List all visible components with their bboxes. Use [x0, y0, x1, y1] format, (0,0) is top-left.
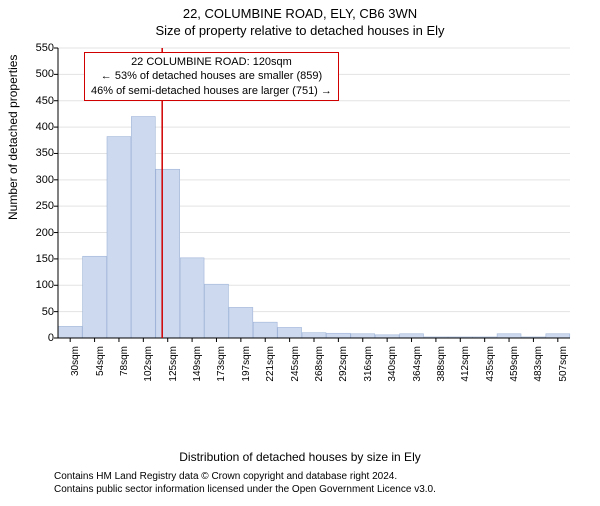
annotation-box: 22 COLUMBINE ROAD: 120sqm ← 53% of detac… [84, 52, 339, 101]
x-tick-label: 245sqm [290, 346, 301, 386]
x-tick-label: 221sqm [265, 346, 276, 386]
x-tick-label: 364sqm [412, 346, 423, 386]
page-address: 22, COLUMBINE ROAD, ELY, CB6 3WN [0, 6, 600, 21]
x-tick-label: 173sqm [216, 346, 227, 386]
x-tick-label: 30sqm [70, 346, 81, 386]
footer: Contains HM Land Registry data © Crown c… [54, 471, 436, 496]
x-tick-label: 292sqm [338, 346, 349, 386]
annotation-line-1: 22 COLUMBINE ROAD: 120sqm [91, 55, 332, 69]
y-tick-label: 300 [26, 174, 54, 186]
x-tick-label: 388sqm [436, 346, 447, 386]
x-tick-label: 54sqm [95, 346, 106, 386]
x-tick-label: 125sqm [168, 346, 179, 386]
x-tick-label: 78sqm [119, 346, 130, 386]
y-tick-label: 550 [26, 42, 54, 54]
x-axis-label: Distribution of detached houses by size … [0, 450, 600, 464]
annotation-line-2: ← 53% of detached houses are smaller (85… [91, 69, 332, 83]
footer-line-1: Contains HM Land Registry data © Crown c… [54, 471, 436, 484]
y-tick-label: 100 [26, 279, 54, 291]
y-tick-label: 500 [26, 68, 54, 80]
y-tick-label: 0 [26, 332, 54, 344]
y-tick-label: 450 [26, 95, 54, 107]
y-tick-label: 150 [26, 253, 54, 265]
x-tick-label: 412sqm [460, 346, 471, 386]
y-tick-label: 350 [26, 147, 54, 159]
x-tick-label: 197sqm [241, 346, 252, 386]
footer-line-2: Contains public sector information licen… [54, 484, 436, 497]
y-tick-label: 50 [26, 306, 54, 318]
x-tick-label: 102sqm [143, 346, 154, 386]
y-axis-label: Number of detached properties [6, 55, 20, 220]
page-subtitle: Size of property relative to detached ho… [0, 23, 600, 38]
x-tick-label: 340sqm [387, 346, 398, 386]
x-tick-label: 316sqm [363, 346, 374, 386]
annotation-line-3: 46% of semi-detached houses are larger (… [91, 84, 332, 98]
x-tick-label: 149sqm [192, 346, 203, 386]
chart-area: 050100150200250300350400450500550 30sqm5… [48, 42, 578, 430]
y-tick-label: 400 [26, 121, 54, 133]
x-tick-label: 435sqm [485, 346, 496, 386]
y-tick-label: 200 [26, 227, 54, 239]
y-tick-label: 250 [26, 200, 54, 212]
x-tick-label: 483sqm [533, 346, 544, 386]
x-tick-label: 507sqm [558, 346, 569, 386]
x-tick-label: 459sqm [509, 346, 520, 386]
x-tick-label: 268sqm [314, 346, 325, 386]
